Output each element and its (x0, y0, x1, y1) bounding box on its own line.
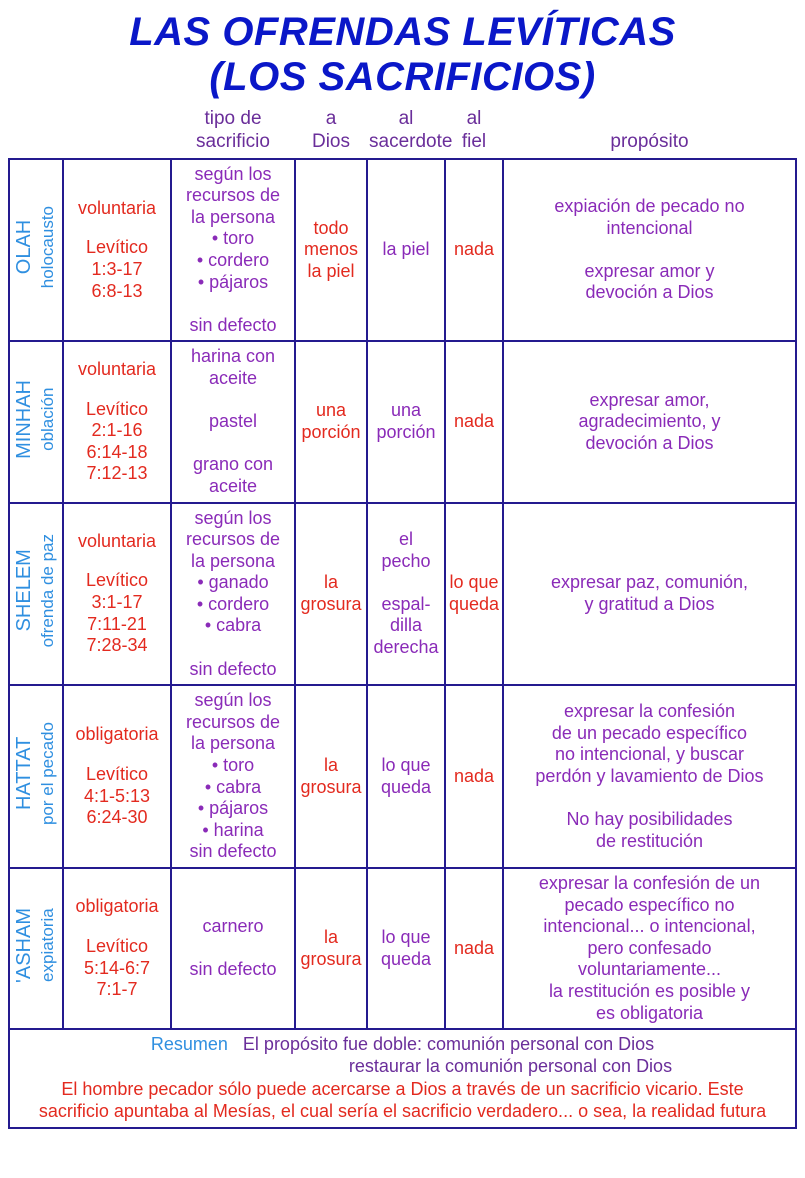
to-faithful-cell: lo quequeda (445, 503, 503, 686)
voluntary-cell: voluntaria Levítico3:1-177:11-217:28-34 (63, 503, 171, 686)
to-faithful-cell: nada (445, 341, 503, 502)
to-priest-cell: lo quequeda (367, 685, 445, 868)
offering-name-cell: HATTATpor el pecado (9, 685, 63, 868)
scripture-ref: Levítico3:1-177:11-217:28-34 (66, 570, 168, 656)
purpose-cell: expresar paz, comunión,y gratitud a Dios (503, 503, 796, 686)
voluntary-label: voluntaria (66, 359, 168, 381)
offering-name: OLAHholocausto (12, 206, 60, 288)
sacrifice-type-cell: según losrecursos dela persona• toro• ca… (171, 685, 295, 868)
title-line-1: LAS OFRENDAS LEVÍTICAS (8, 10, 797, 55)
table-header: tipo desacrificio aDios alsacerdote alfi… (9, 104, 796, 159)
offering-name: SHELEMofrenda de paz (12, 534, 60, 647)
to-god-cell: lagrosura (295, 868, 367, 1029)
sacrifice-type-cell: carnerosin defecto (171, 868, 295, 1029)
to-god-cell: lagrosura (295, 503, 367, 686)
sacrifice-type-cell: según losrecursos dela persona• ganado• … (171, 503, 295, 686)
voluntary-cell: obligatoria Levítico5:14-6:77:1-7 (63, 868, 171, 1029)
offering-name-cell: 'ASHAMexpiatoria (9, 868, 63, 1029)
offering-name-cell: SHELEMofrenda de paz (9, 503, 63, 686)
table-body: OLAHholocausto voluntaria Levítico1:3-176:… (9, 159, 796, 1030)
scripture-ref: Levítico5:14-6:77:1-7 (66, 936, 168, 1001)
title-block: LAS OFRENDAS LEVÍTICAS (LOS SACRIFICIOS) (8, 10, 797, 100)
voluntary-label: obligatoria (66, 896, 168, 918)
to-faithful-cell: nada (445, 685, 503, 868)
table-row: SHELEMofrenda de paz voluntaria Levítico3:… (9, 503, 796, 686)
table-row: OLAHholocausto voluntaria Levítico1:3-176:… (9, 159, 796, 342)
offering-name-cell: OLAHholocausto (9, 159, 63, 342)
voluntary-cell: voluntaria Levítico1:3-176:8-13 (63, 159, 171, 342)
sacrifice-type-cell: harina conaceitepastelgrano conaceite (171, 341, 295, 502)
purpose-cell: expiación de pecado nointencionalexpresa… (503, 159, 796, 342)
to-god-cell: lagrosura (295, 685, 367, 868)
offering-name-cell: MINHAHoblación (9, 341, 63, 502)
to-god-cell: unaporción (295, 341, 367, 502)
purpose-cell: expresar la confesiónde un pecado especí… (503, 685, 796, 868)
to-faithful-cell: nada (445, 868, 503, 1029)
title-line-2: (LOS SACRIFICIOS) (8, 55, 797, 100)
table-row: MINHAHoblación voluntaria Levítico2:1-166:… (9, 341, 796, 502)
header-fiel: alfiel (445, 104, 503, 159)
to-god-cell: todomenosla piel (295, 159, 367, 342)
summary-foot2: sacrificio apuntaba al Mesías, el cual s… (12, 1101, 793, 1123)
voluntary-cell: obligatoria Levítico4:1-5:136:24-30 (63, 685, 171, 868)
to-faithful-cell: nada (445, 159, 503, 342)
voluntary-cell: voluntaria Levítico2:1-166:14-187:12-13 (63, 341, 171, 502)
offering-name: HATTATpor el pecado (12, 722, 60, 825)
summary-cell: Resumen El propósito fue doble: comunión… (9, 1029, 796, 1127)
offering-name: 'ASHAMexpiatoria (12, 908, 60, 983)
voluntary-label: voluntaria (66, 531, 168, 553)
sacrifice-type-cell: según losrecursos dela persona• toro• co… (171, 159, 295, 342)
to-priest-cell: elpechoespal-dilladerecha (367, 503, 445, 686)
to-priest-cell: la piel (367, 159, 445, 342)
offerings-table: tipo desacrificio aDios alsacerdote alfi… (8, 104, 797, 1129)
header-tipo: tipo desacrificio (171, 104, 295, 159)
summary-foot1: El hombre pecador sólo puede acercarse a… (12, 1079, 793, 1101)
to-priest-cell: lo quequeda (367, 868, 445, 1029)
header-dios: aDios (295, 104, 367, 159)
voluntary-label: obligatoria (66, 724, 168, 746)
to-priest-cell: unaporción (367, 341, 445, 502)
summary-line1: El propósito fue doble: comunión persona… (243, 1034, 654, 1054)
table-row: HATTATpor el pecado obligatoria Levítico4:… (9, 685, 796, 868)
scripture-ref: Levítico4:1-5:136:24-30 (66, 764, 168, 829)
purpose-cell: expresar la confesión de unpecado especí… (503, 868, 796, 1029)
voluntary-label: voluntaria (66, 198, 168, 220)
header-proposito: propósito (503, 104, 796, 159)
table-row: 'ASHAMexpiatoria obligatoria Levítico5:14-… (9, 868, 796, 1029)
offering-name: MINHAHoblación (12, 380, 60, 459)
summary-line2: restaurar la comunión personal con Dios (12, 1056, 793, 1078)
scripture-ref: Levítico1:3-176:8-13 (66, 237, 168, 302)
header-sacerdote: alsacerdote (367, 104, 445, 159)
purpose-cell: expresar amor,agradecimiento, ydevoción … (503, 341, 796, 502)
summary-label: Resumen (151, 1034, 228, 1054)
scripture-ref: Levítico2:1-166:14-187:12-13 (66, 399, 168, 485)
